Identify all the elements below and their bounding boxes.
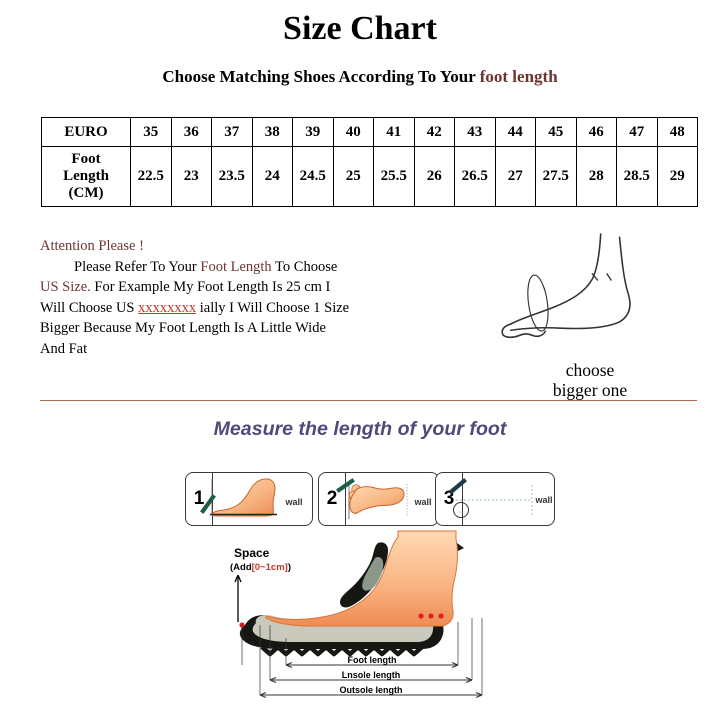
svg-text:Outsole length: Outsole length <box>340 685 403 695</box>
svg-text:...: ... <box>458 509 463 515</box>
svg-text:Foot length: Foot length <box>348 655 397 665</box>
svg-text:Lnsole length: Lnsole length <box>342 670 401 680</box>
svg-text:wall: wall <box>534 495 552 505</box>
svg-text:wall: wall <box>284 497 302 507</box>
svg-text:wall: wall <box>413 497 431 507</box>
